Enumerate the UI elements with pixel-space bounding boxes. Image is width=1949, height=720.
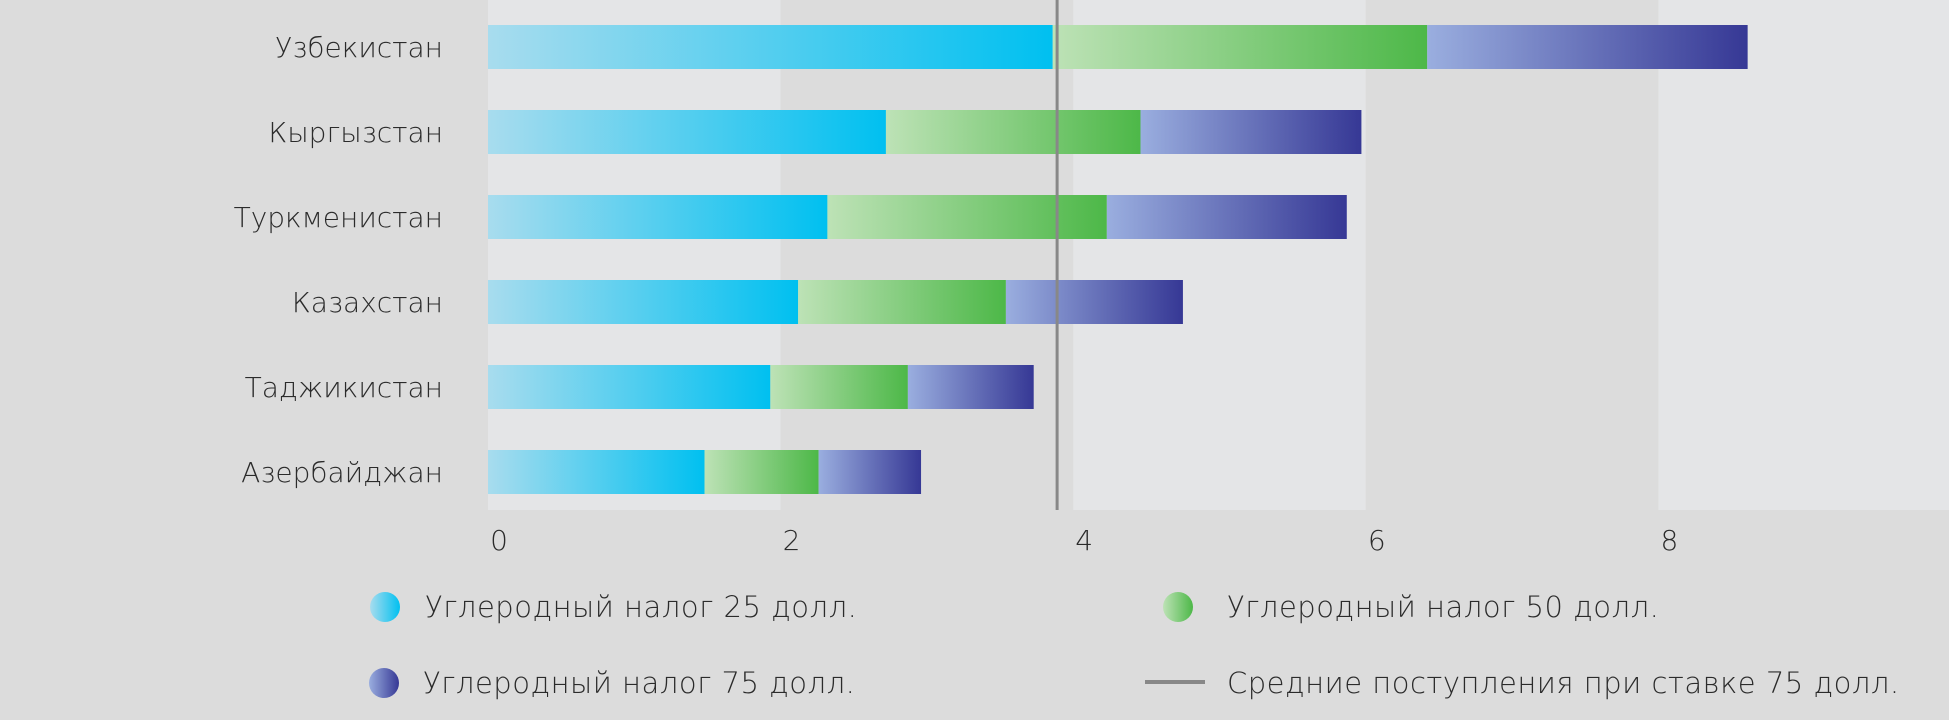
- bar-segment: [488, 365, 771, 409]
- bar-segment: [488, 280, 799, 324]
- bar-segment: [1052, 25, 1428, 69]
- legend-label: Средние поступления при ставке 75 долл.: [1227, 666, 1900, 700]
- bar-segment: [704, 450, 819, 494]
- x-tick-label: 8: [1660, 524, 1678, 557]
- background-band: [780, 0, 1074, 510]
- legend-swatch: [370, 592, 400, 622]
- legend-label: Углеродный налог 50 долл.: [1227, 590, 1659, 624]
- country-label: Узбекистан: [275, 31, 443, 64]
- x-tick-label: 2: [783, 524, 801, 557]
- bar-series: [488, 25, 1748, 494]
- bar-segment: [1106, 195, 1347, 239]
- background-band: [1658, 0, 1949, 510]
- background-bands: [488, 0, 1949, 510]
- country-label: Азербайджан: [241, 456, 443, 489]
- country-label: Кыргызстан: [268, 116, 443, 149]
- bar-segment: [818, 450, 922, 494]
- legend-label: Углеродный налог 25 долл.: [425, 590, 857, 624]
- country-label: Таджикистан: [245, 371, 443, 404]
- x-tick-label: 6: [1368, 524, 1386, 557]
- country-label: Туркменистан: [234, 201, 443, 234]
- bar-segment: [798, 280, 1006, 324]
- legend: Углеродный налог 25 долл. Углеродный нало…: [369, 590, 1900, 700]
- legend-swatch: [1163, 592, 1193, 622]
- bar-segment: [1005, 280, 1183, 324]
- bar-segment: [1427, 25, 1748, 69]
- background-band: [1073, 0, 1366, 510]
- background-band: [488, 0, 781, 510]
- country-label: Казахстан: [292, 286, 443, 319]
- bar-segment: [488, 195, 828, 239]
- legend-label: Углеродный налог 75 долл.: [423, 666, 855, 700]
- background-band: [1365, 0, 1659, 510]
- bar-segment: [827, 195, 1107, 239]
- bar-segment: [488, 450, 705, 494]
- bar-segment: [488, 110, 886, 154]
- bar-segment: [885, 110, 1141, 154]
- bar-segment: [1140, 110, 1362, 154]
- legend-swatch: [369, 668, 399, 698]
- x-tick-label: 0: [490, 524, 508, 557]
- country-labels: Узбекистан Кыргызстан Туркменистан Казахста…: [234, 31, 443, 489]
- bar-segment: [488, 25, 1053, 69]
- bar-segment: [907, 365, 1034, 409]
- x-axis-ticks: 0 2 4 6 8: [490, 524, 1678, 557]
- x-tick-label: 4: [1075, 524, 1093, 557]
- bar-segment: [770, 365, 908, 409]
